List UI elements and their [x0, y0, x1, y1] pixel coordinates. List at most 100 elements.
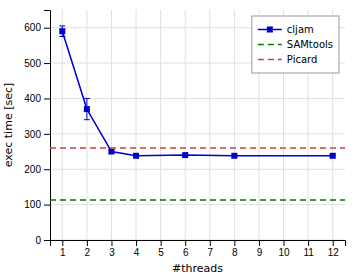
tick-label: 12 [328, 247, 340, 258]
tick-mark [87, 240, 88, 246]
tick-label: 8 [232, 247, 238, 258]
tick-mark [44, 240, 50, 241]
legend-label: Picard [287, 54, 318, 65]
grid-line [50, 98, 345, 99]
tick: 3 [109, 240, 115, 258]
legend-label: cljam [287, 24, 314, 35]
tick-label: 7 [208, 247, 214, 258]
tick-mark [185, 240, 186, 246]
tick-label: 5 [158, 247, 164, 258]
x-axis-title: #threads [172, 262, 223, 275]
grid-line [86, 10, 87, 240]
line [50, 199, 345, 201]
tick-label: 200 [24, 164, 41, 175]
grid-line [234, 10, 235, 240]
legend-swatch [258, 59, 282, 61]
tick: 0 [35, 235, 50, 246]
tick-mark [234, 240, 235, 246]
tick: 100 [24, 199, 50, 210]
axis-line [51, 241, 346, 247]
marker [84, 106, 90, 112]
tick-mark [210, 240, 211, 246]
marker [108, 149, 114, 155]
grid-line [209, 10, 210, 240]
axis-line [44, 11, 51, 241]
tick-label: 11 [303, 247, 314, 258]
grid-line [136, 10, 137, 240]
tick-label: 100 [24, 199, 41, 210]
tick-mark [44, 28, 50, 29]
marker [133, 153, 139, 159]
tick: 11 [303, 240, 314, 258]
grid-line [50, 133, 345, 134]
line [50, 147, 345, 149]
tick: 5 [158, 240, 164, 258]
tick-mark [44, 98, 50, 99]
series [50, 200, 345, 201]
tick-mark [111, 240, 112, 246]
tick-label: 300 [24, 129, 41, 140]
tick-label: 3 [109, 247, 115, 258]
tick: 600 [24, 22, 50, 33]
marker [330, 153, 336, 159]
tick-mark [161, 240, 162, 246]
tick-label: 4 [134, 247, 140, 258]
marker [231, 153, 237, 159]
tick-mark [284, 240, 285, 246]
tick-label: 9 [257, 247, 263, 258]
tick: 8 [232, 240, 238, 258]
grid-line [50, 204, 345, 205]
tick: 200 [24, 164, 50, 175]
grid-line [50, 169, 345, 170]
tick: 300 [24, 129, 50, 140]
tick-mark [44, 134, 50, 135]
grid-line [111, 10, 112, 240]
tick-label: 1 [60, 247, 66, 258]
tick: 6 [183, 240, 189, 258]
marker [182, 152, 188, 158]
tick-mark [62, 240, 63, 246]
tick: 9 [257, 240, 263, 258]
tick-label: 500 [24, 58, 41, 69]
tick-label: 6 [183, 247, 189, 258]
error-bar [59, 26, 65, 37]
chart: 1234567891011120100200300400500600cljamS… [0, 0, 357, 278]
tick-mark [136, 240, 137, 246]
tick-mark [333, 240, 334, 246]
legend: cljam SAMtools Picard [252, 16, 339, 73]
tick: 10 [278, 240, 290, 258]
tick: 2 [85, 240, 91, 258]
tick-label: 600 [24, 22, 41, 33]
legend-marker [267, 27, 273, 33]
y-axis: 0 100 200 300 400 500 600 [24, 11, 50, 246]
grid-line [62, 10, 63, 240]
plot: 1234567891011120100200300400500600cljamS… [24, 10, 345, 258]
grid [50, 10, 345, 240]
series [50, 148, 345, 149]
tick-mark [44, 169, 50, 170]
legend-box [252, 16, 339, 73]
tick-label: 0 [35, 235, 41, 246]
tick-label: 10 [278, 247, 290, 258]
legend-label: SAMtools [287, 39, 333, 50]
tick-mark [44, 63, 50, 64]
grid-line [185, 10, 186, 240]
grid-line [160, 10, 161, 240]
tick-mark [259, 240, 260, 246]
tick: 500 [24, 58, 50, 69]
tick: 12 [328, 240, 340, 258]
tick: 1 [60, 240, 66, 258]
line [62, 31, 332, 156]
tick: 400 [24, 93, 50, 104]
y-axis-title: exec time [sec] [2, 83, 15, 168]
tick-mark [308, 240, 309, 246]
tick-label: 2 [85, 247, 91, 258]
x-axis: 123456789101112 [51, 240, 346, 258]
tick-label: 400 [24, 93, 41, 104]
legend-swatch [258, 44, 282, 46]
tick: 7 [208, 240, 214, 258]
marker [59, 28, 65, 34]
tick-mark [44, 205, 50, 206]
error-bar [84, 98, 90, 119]
tick: 4 [134, 240, 140, 258]
